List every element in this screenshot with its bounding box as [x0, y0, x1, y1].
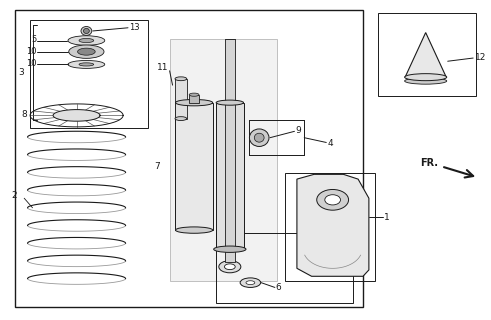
- Text: 6: 6: [276, 283, 282, 292]
- Ellipse shape: [78, 48, 95, 55]
- Text: 10: 10: [26, 59, 36, 68]
- Bar: [216, 103, 244, 249]
- Ellipse shape: [189, 93, 199, 96]
- Text: 9: 9: [296, 126, 301, 135]
- Ellipse shape: [79, 38, 94, 43]
- Ellipse shape: [81, 27, 92, 36]
- Ellipse shape: [69, 45, 104, 58]
- Ellipse shape: [249, 129, 269, 147]
- Text: 13: 13: [130, 23, 140, 32]
- Bar: [216, 233, 353, 303]
- Ellipse shape: [254, 133, 264, 142]
- Ellipse shape: [240, 278, 261, 287]
- Bar: [30, 20, 148, 128]
- Ellipse shape: [175, 227, 213, 233]
- Ellipse shape: [175, 100, 213, 106]
- Ellipse shape: [325, 195, 340, 205]
- Ellipse shape: [83, 28, 89, 34]
- Text: 1: 1: [383, 213, 389, 222]
- Ellipse shape: [175, 77, 187, 81]
- Text: 12: 12: [475, 53, 486, 62]
- Polygon shape: [405, 33, 446, 77]
- Text: 8: 8: [21, 110, 27, 119]
- Ellipse shape: [79, 63, 94, 66]
- Text: 2: 2: [12, 190, 17, 200]
- Bar: [225, 39, 235, 262]
- Text: 7: 7: [155, 162, 160, 171]
- Bar: [175, 79, 187, 119]
- Bar: [189, 95, 199, 103]
- Ellipse shape: [405, 74, 447, 81]
- Ellipse shape: [219, 261, 241, 273]
- Text: 3: 3: [18, 68, 24, 77]
- Ellipse shape: [246, 281, 255, 284]
- Ellipse shape: [317, 189, 349, 210]
- Bar: [285, 173, 375, 281]
- Ellipse shape: [405, 78, 447, 84]
- Ellipse shape: [53, 109, 100, 121]
- Text: FR.: FR.: [420, 158, 438, 168]
- Ellipse shape: [68, 60, 105, 68]
- Text: 11: 11: [157, 63, 168, 72]
- Ellipse shape: [175, 117, 187, 121]
- Ellipse shape: [216, 100, 244, 105]
- Bar: [15, 10, 363, 307]
- Bar: [169, 39, 277, 281]
- Text: 5: 5: [31, 36, 36, 44]
- Text: 10: 10: [26, 46, 36, 56]
- Ellipse shape: [68, 36, 105, 45]
- Bar: [175, 103, 213, 230]
- Polygon shape: [297, 174, 369, 276]
- Ellipse shape: [224, 264, 235, 270]
- Bar: [378, 13, 476, 96]
- Ellipse shape: [214, 246, 246, 252]
- Text: 4: 4: [328, 139, 333, 148]
